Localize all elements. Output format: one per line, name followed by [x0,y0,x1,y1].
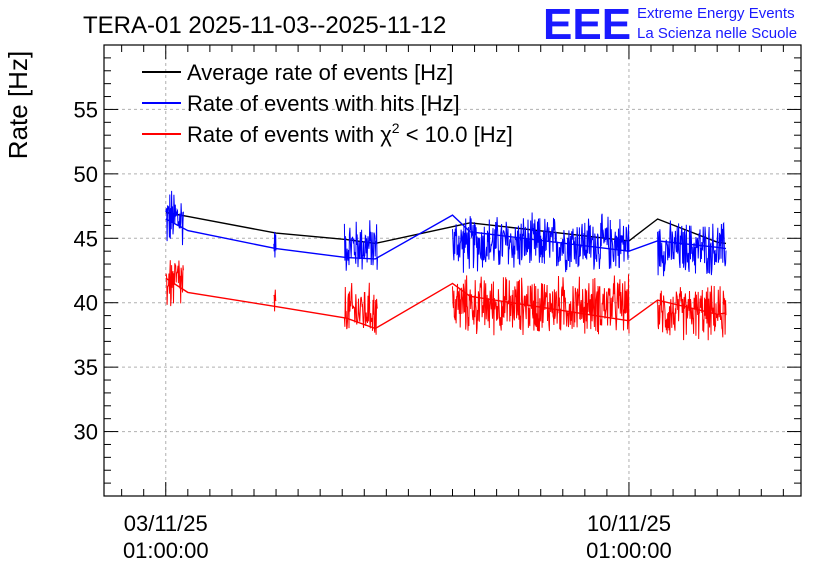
eee-logo-line2: La Scienza nelle Scuole [637,25,797,42]
series-noise-burst [273,231,277,258]
series-noise-burst [343,282,378,335]
eee-logo-letters: EEE [543,0,631,49]
x-tick-label-time: 01:00:00 [586,538,672,563]
legend-label-chi2-prefix: Rate of events with [187,122,380,147]
series-noise-burst [657,220,727,277]
tick-label-layer: 30354045505503/11/2501:00:0010/11/2501:0… [74,97,672,563]
series-noise-burst [343,220,378,271]
series-noise-burst [657,285,727,341]
legend-label-hits: Rate of events with hits [Hz] [187,91,460,116]
chart-title: TERA-01 2025-11-03--2025-11-12 [83,12,446,39]
series-noise-burst [165,260,184,307]
x-tick-label-time: 01:00:00 [123,538,209,563]
legend-label-chi2-superscript: 2 [392,120,400,136]
eee-logo-line1: Extreme Energy Events [637,5,795,22]
y-tick-label: 45 [74,226,98,251]
legend-label-average: Average rate of events [Hz] [187,60,453,85]
series-noise-burst [452,212,630,273]
x-tick-label-date: 03/11/25 [124,511,208,536]
y-tick-label: 30 [74,420,98,445]
series-layer [165,190,727,341]
frame-layer [103,44,802,497]
y-tick-label: 50 [74,162,98,187]
legend-label-chi2-symbol: χ [380,122,392,147]
y-axis-label: Rate [Hz] [3,51,33,159]
y-tick-label: 40 [74,291,98,316]
y-tick-label: 35 [74,355,98,380]
series-noise-burst [452,274,630,336]
y-tick-label: 55 [74,97,98,122]
series-noise-burst [165,190,184,246]
legend-label-chi2: Rate of events with χ2 < 10.0 [Hz] [187,120,513,147]
legend: Average rate of events [Hz] Rate of even… [142,60,513,147]
series-trend-line [165,277,727,330]
x-tick-label-date: 10/11/25 [587,511,671,536]
legend-label-chi2-suffix: < 10.0 [Hz] [400,122,513,147]
series-trend-line [165,214,727,260]
series-noise-burst [273,289,277,312]
eee-logo: EEE Extreme Energy Events La Scienza nel… [543,0,797,49]
